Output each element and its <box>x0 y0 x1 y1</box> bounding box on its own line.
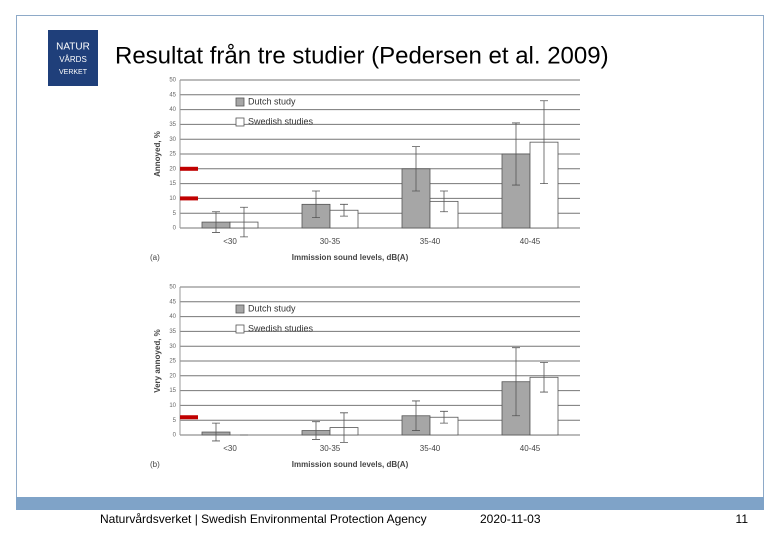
y-tick-label: 10 <box>169 403 176 409</box>
logo-text: VERKET <box>59 69 88 76</box>
y-tick-label: 40 <box>169 107 176 113</box>
error-bar <box>212 422 220 442</box>
error-bar <box>440 190 448 213</box>
error-bar <box>312 190 320 219</box>
y-axis-label: Annoyed, % <box>153 131 162 177</box>
error-bar <box>540 100 548 184</box>
legend-label: Swedish studies <box>248 323 314 333</box>
error-bar <box>412 400 420 431</box>
legend-label: Swedish studies <box>248 116 314 126</box>
y-tick-label: 25 <box>169 359 176 365</box>
y-tick-label: 10 <box>169 196 176 202</box>
footer-org: Naturvårdsverket | Swedish Environmental… <box>100 512 427 526</box>
logo <box>48 30 98 86</box>
x-tick-label: 30-35 <box>320 444 341 453</box>
error-bar <box>440 410 448 424</box>
y-tick-label: 45 <box>169 299 176 305</box>
legend-swatch <box>235 304 245 314</box>
y-tick-label: 45 <box>169 92 176 98</box>
x-tick-label: <30 <box>223 444 237 453</box>
y-tick-label: 20 <box>169 373 176 379</box>
error-bar <box>240 206 248 238</box>
error-bar <box>340 203 348 217</box>
error-bar <box>540 362 548 393</box>
y-tick-label: 40 <box>169 314 176 320</box>
footer-band <box>16 497 764 510</box>
logo-text: VÅRDS <box>59 55 87 64</box>
page-number: 11 <box>736 512 749 526</box>
x-axis-label: Immission sound levels, dB(A) <box>292 253 409 262</box>
legend-swatch <box>235 97 245 107</box>
y-tick-label: 15 <box>169 388 176 394</box>
y-tick-label: 25 <box>169 152 176 158</box>
x-axis-label: Immission sound levels, dB(A) <box>292 460 409 469</box>
legend-swatch <box>235 324 245 334</box>
y-tick-label: 50 <box>169 78 176 84</box>
y-tick-label: 30 <box>169 137 176 143</box>
y-tick-label: 15 <box>169 181 176 187</box>
legend-swatch <box>235 117 245 127</box>
reference-mark <box>180 196 198 201</box>
footer-date: 2020-11-03 <box>480 512 541 526</box>
error-bar <box>212 211 220 233</box>
y-tick-label: 20 <box>169 166 176 172</box>
y-tick-label: 5 <box>173 418 177 424</box>
y-tick-label: 0 <box>173 433 177 439</box>
error-bar <box>412 146 420 192</box>
error-bar <box>512 122 520 186</box>
legend-label: Dutch study <box>248 303 296 313</box>
y-tick-label: 35 <box>169 329 176 335</box>
reference-mark <box>180 415 198 420</box>
logo-text: NATUR <box>56 42 90 53</box>
x-tick-label: 40-45 <box>520 444 541 453</box>
y-tick-label: 0 <box>173 226 177 232</box>
y-tick-label: 30 <box>169 344 176 350</box>
x-tick-label: 35-40 <box>420 444 441 453</box>
legend-label: Dutch study <box>248 96 296 106</box>
reference-mark <box>180 166 198 171</box>
y-tick-label: 5 <box>173 211 177 217</box>
error-bar <box>512 347 520 417</box>
y-axis-label: Very annoyed, % <box>153 329 162 393</box>
y-tick-label: 50 <box>169 285 176 291</box>
error-bar <box>340 412 348 443</box>
x-tick-label: 30-35 <box>320 237 341 246</box>
y-tick-label: 35 <box>169 122 176 128</box>
x-tick-label: 40-45 <box>520 237 541 246</box>
x-tick-label: <30 <box>223 237 237 246</box>
error-bar <box>312 421 320 440</box>
slide-title: Resultat från tre studier (Pedersen et a… <box>115 42 609 69</box>
panel-label: (a) <box>150 253 160 262</box>
panel-label: (b) <box>150 460 160 469</box>
x-tick-label: 35-40 <box>420 237 441 246</box>
